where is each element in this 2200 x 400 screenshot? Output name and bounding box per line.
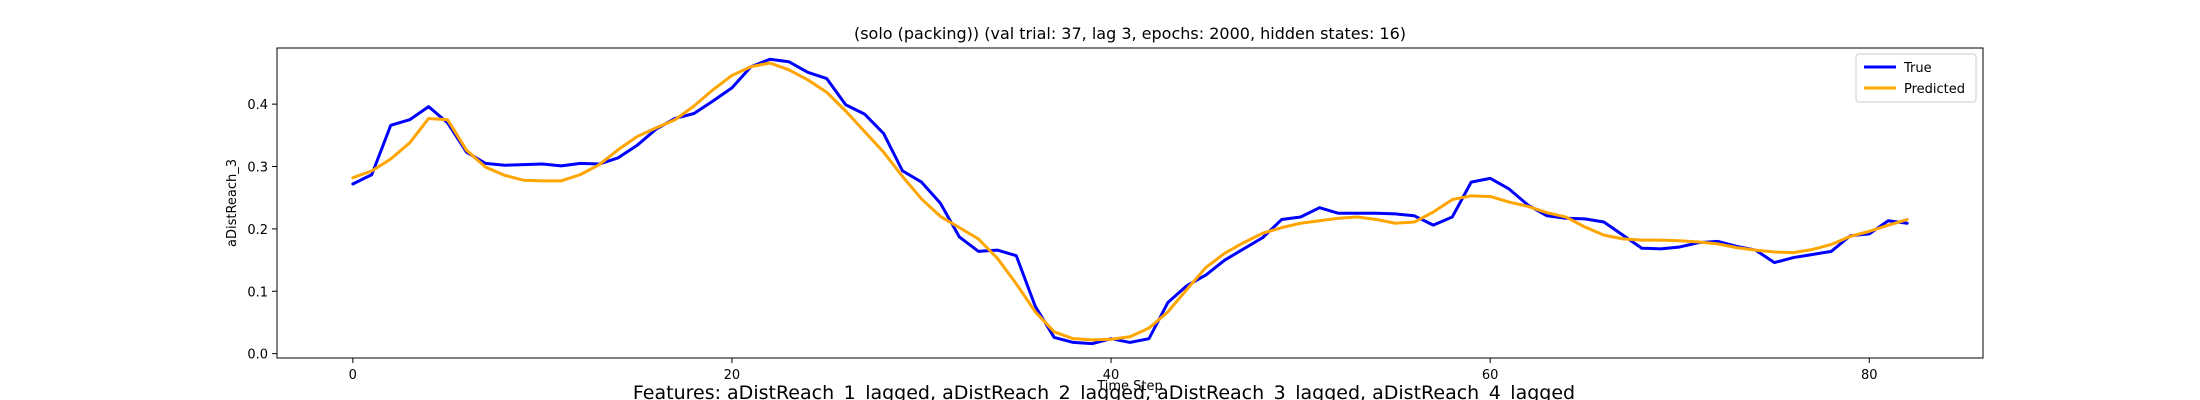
x-tick-label: 80 bbox=[1861, 368, 1878, 383]
y-tick-label: 0.0 bbox=[247, 348, 268, 363]
legend: True Predicted bbox=[1855, 53, 1977, 103]
x-tick-label: 20 bbox=[724, 368, 741, 383]
x-tick-label: 60 bbox=[1482, 368, 1499, 383]
y-tick-label: 0.2 bbox=[247, 223, 268, 238]
legend-label-true: True bbox=[1903, 61, 1932, 76]
series-lines bbox=[351, 57, 1909, 346]
axes-frame bbox=[276, 47, 1984, 359]
series-line-true bbox=[351, 57, 1909, 346]
plot-area: 0 20 40 60 80 0.0 0.1 0.2 0.3 0.4 bbox=[247, 47, 1984, 383]
y-tick-label: 0.3 bbox=[247, 161, 268, 176]
x-tick-label: 40 bbox=[1103, 368, 1120, 383]
legend-label-predicted: Predicted bbox=[1904, 82, 1965, 97]
y-axis-ticks: 0.0 0.1 0.2 0.3 0.4 bbox=[247, 98, 277, 363]
x-axis-label: Time Step bbox=[1096, 379, 1163, 394]
chart-title: (solo (packing)) (val trial: 37, lag 3, … bbox=[854, 24, 1406, 43]
x-tick-label: 0 bbox=[349, 368, 357, 383]
x-axis-ticks: 0 20 40 60 80 bbox=[349, 358, 1878, 383]
y-tick-label: 0.1 bbox=[247, 285, 268, 300]
series-line-predicted bbox=[351, 61, 1909, 342]
features-caption: Features: aDistReach_1_lagged, aDistReac… bbox=[633, 382, 1575, 400]
y-axis-label: aDistReach_3 bbox=[225, 159, 240, 247]
y-tick-label: 0.4 bbox=[247, 98, 268, 113]
